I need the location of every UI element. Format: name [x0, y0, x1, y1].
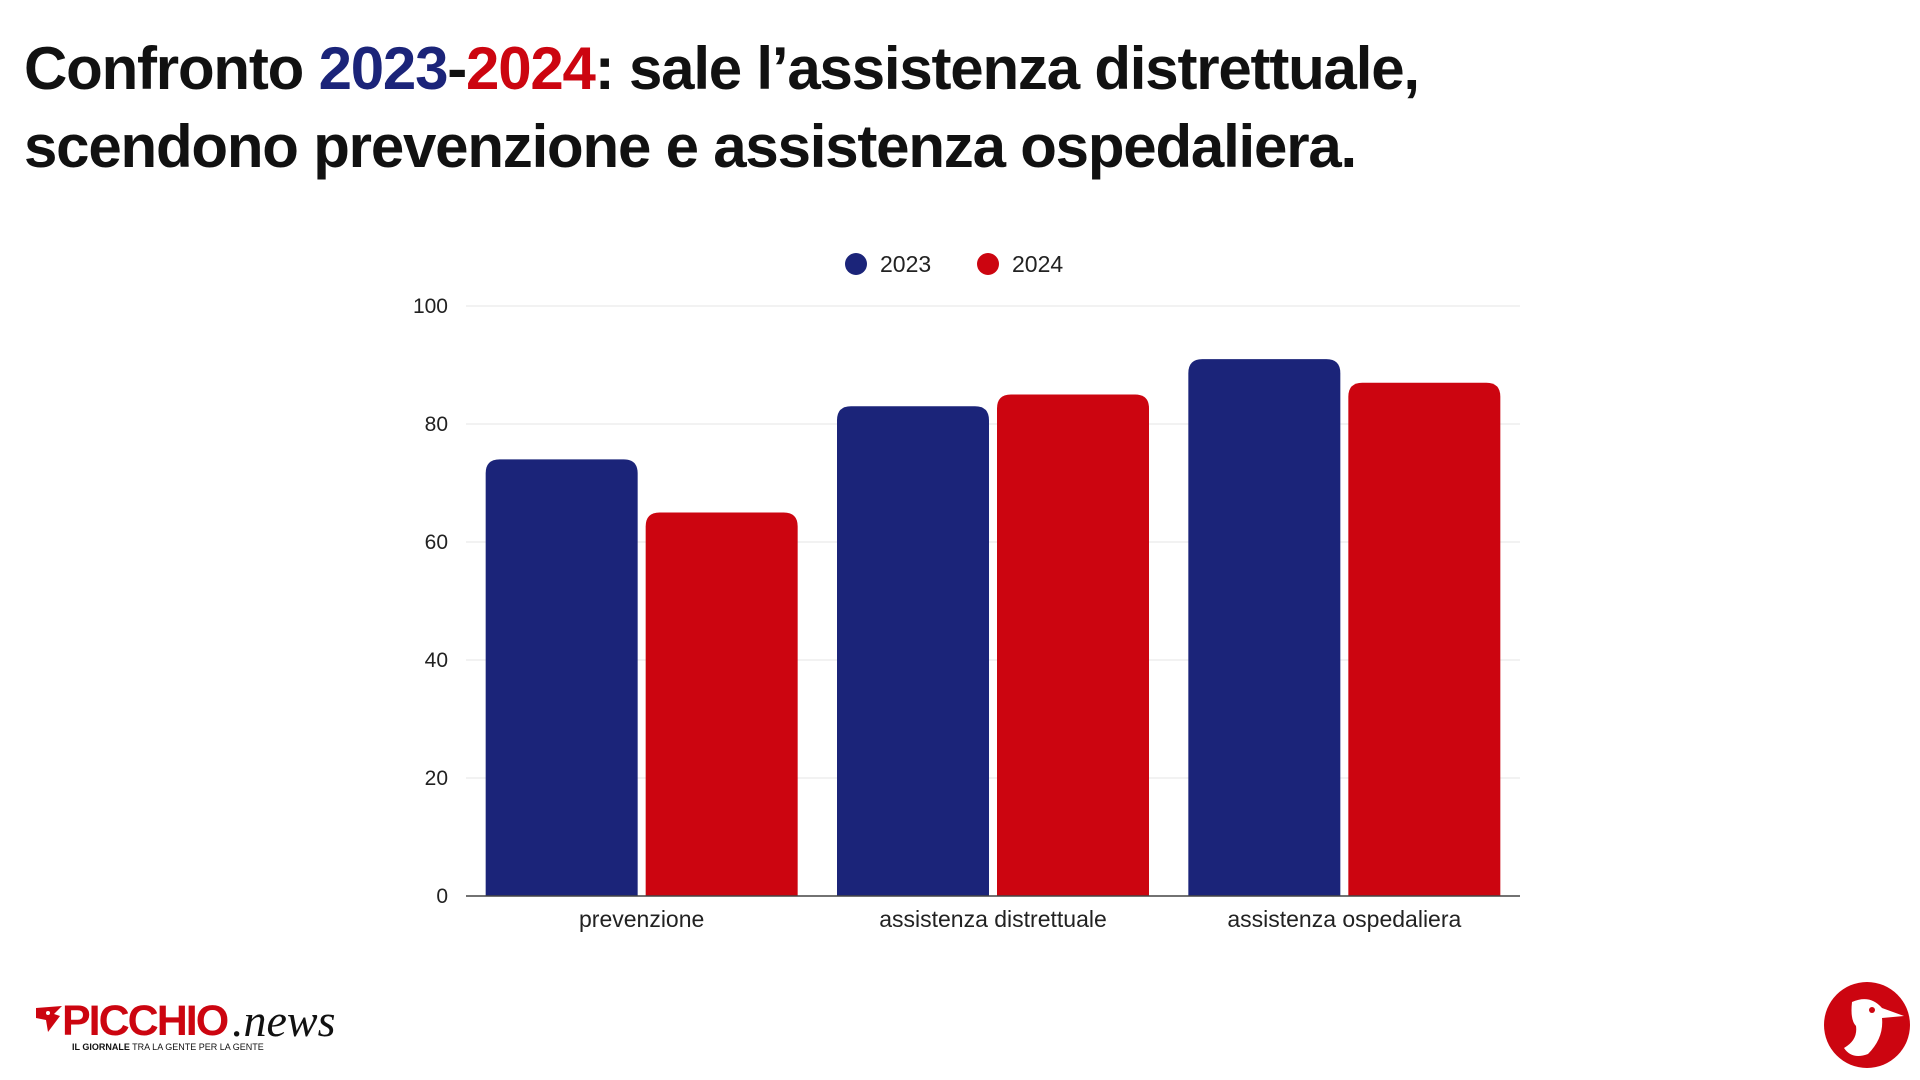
x-axis: prevenzione assistenza distrettuale assist… [466, 895, 1520, 932]
logo-main-text: PICCHIO [62, 997, 229, 1045]
legend: 2023 2024 [845, 251, 1063, 277]
title-year-2023: 2023 [318, 35, 449, 102]
y-tick-label: 80 [425, 413, 448, 436]
legend-label-2023: 2023 [880, 251, 931, 277]
bar-2023-2 [1188, 359, 1341, 897]
legend-marker-2023 [845, 253, 867, 275]
page-title: Confronto 2023-2024: sale l’assistenza d… [24, 30, 1884, 186]
grid-lines [466, 305, 1520, 779]
bar-2024-1 [997, 394, 1149, 896]
x-tick-label: prevenzione [579, 906, 704, 932]
logo-suffix-text: .news [232, 995, 336, 1046]
woodpecker-icon [1824, 982, 1910, 1068]
bar-2024-2 [1348, 382, 1501, 896]
x-tick-label: assistenza distrettuale [879, 906, 1107, 932]
bar-2024-0 [645, 512, 798, 896]
legend-label-2024: 2024 [1012, 251, 1063, 277]
y-axis: 0 20 40 60 80 100 [413, 295, 448, 908]
bars [485, 359, 1501, 897]
title-line2: scendono prevenzione e assistenza ospeda… [24, 113, 1357, 180]
title-part1: Confronto [24, 35, 319, 102]
y-tick-label: 0 [436, 885, 448, 908]
title-part2: : sale l’assistenza distrettuale, [594, 35, 1420, 102]
y-tick-label: 40 [425, 649, 448, 672]
bar-2023-0 [485, 459, 638, 896]
logo-tagline-rest: TRA LA GENTE PER LA GENTE [129, 1042, 264, 1052]
x-tick-label: assistenza ospedaliera [1227, 906, 1461, 932]
title-year-2024: 2024 [466, 35, 596, 102]
bar-2023-1 [837, 406, 989, 896]
y-tick-label: 100 [413, 295, 448, 318]
logo-tagline-bold: IL GIORNALE [72, 1042, 130, 1052]
title-dash: - [447, 35, 467, 102]
legend-marker-2024 [977, 253, 999, 275]
picchio-news-logo: PICCHIO .news IL GIORNALE TRA LA GENTE P… [34, 998, 374, 1058]
y-tick-label: 20 [425, 767, 448, 790]
y-tick-label: 60 [425, 531, 448, 554]
logo-bird-icon [36, 1006, 62, 1032]
logo-tagline: IL GIORNALE TRA LA GENTE PER LA GENTE [72, 1042, 264, 1053]
